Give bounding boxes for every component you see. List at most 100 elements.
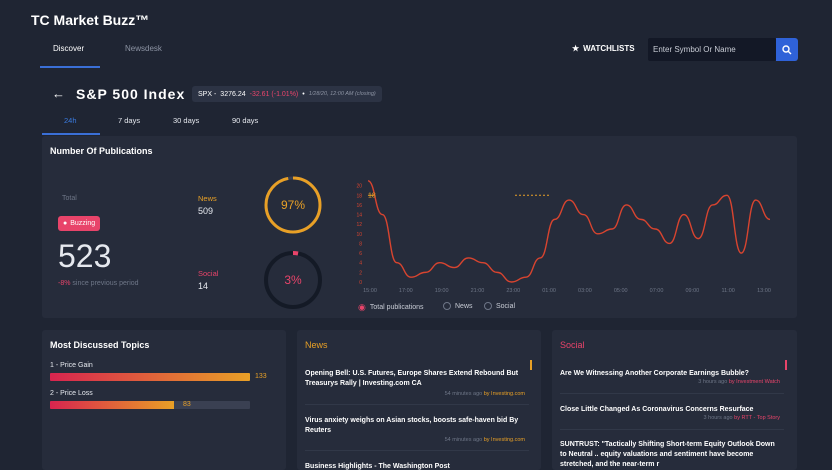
legend-total-icon: ◉ [358, 302, 366, 312]
range-tab-7days[interactable]: 7 days [118, 116, 141, 125]
news-headline-3[interactable]: Business Highlights - The Washington Pos… [305, 463, 450, 470]
x-tick-label: 19:00 [435, 288, 449, 294]
topic-bar-fill-1 [50, 373, 250, 381]
social-source-1[interactable]: by Investment Watch [728, 379, 780, 385]
tab-newsdesk[interactable]: Newsdesk [125, 44, 162, 53]
tab-discover[interactable]: Discover [53, 44, 85, 53]
legend-social[interactable]: Social [484, 302, 515, 310]
social-meta-2: 3 hours ago by RTT - Top Story [560, 415, 780, 421]
publications-title: Number Of Publications [50, 146, 153, 156]
legend-news-label: News [455, 302, 473, 310]
x-tick-label: 07:00 [650, 288, 664, 294]
news-share-label: 97% [280, 198, 306, 212]
search-button[interactable] [776, 38, 798, 61]
range-tab-24h[interactable]: 24h [64, 116, 77, 125]
social-label: Social [198, 269, 219, 278]
x-tick-label: 11:00 [722, 288, 735, 294]
social-age-2: 3 hours ago [703, 415, 733, 421]
legend-total-label: Total publications [369, 304, 424, 311]
social-scrollbar[interactable] [785, 360, 787, 370]
x-tick-label: 09:00 [685, 288, 699, 294]
topic-bar-1[interactable] [50, 373, 250, 381]
search-input[interactable] [648, 38, 776, 61]
topics-title: Most Discussed Topics [50, 340, 150, 350]
y-tick-label: 14 [356, 213, 362, 219]
topic-count-1: 133 [255, 373, 267, 380]
news-share-ring [264, 176, 322, 234]
legend-social-label: Social [496, 302, 516, 310]
range-tab-30days[interactable]: 30 days [173, 116, 200, 125]
flame-icon: ● [63, 220, 68, 227]
total-change-suffix: since previous period [70, 280, 139, 287]
social-meta-1: 3 hours ago by Investment Watch [560, 379, 780, 385]
social-count: 14 [198, 281, 209, 291]
publications-panel [42, 136, 797, 318]
news-panel-title: News [305, 340, 328, 350]
topic-label-2: 2 - Price Loss [50, 390, 93, 397]
watchlists-button[interactable]: ★ WATCHLISTS [572, 44, 635, 53]
x-tick-label: 01:00 [542, 288, 556, 294]
social-source-2[interactable]: by RTT - Top Story [734, 415, 780, 421]
y-tick-label: 2 [359, 270, 362, 276]
news-headline-1[interactable]: Opening Bell: U.S. Futures, Europe Share… [305, 370, 519, 387]
search-icon [782, 44, 792, 54]
social-headline-3[interactable]: SUNTRUST: "Tactically Shifting Short-ter… [560, 441, 775, 468]
news-meta-2: 54 minutes ago by Investing.com [305, 437, 525, 443]
news-ring-arc [264, 176, 322, 234]
news-headline-2[interactable]: Virus anxiety weighs on Asian stocks, bo… [305, 417, 519, 434]
social-headline-1[interactable]: Are We Witnessing Another Corporate Earn… [560, 370, 749, 377]
topics-panel [42, 330, 286, 470]
news-count: 509 [198, 206, 214, 216]
news-source-1[interactable]: by Investing.com [483, 391, 525, 397]
star-icon: ★ [572, 44, 580, 53]
range-tab-90days[interactable]: 90 days [232, 116, 259, 125]
watchlists-label: WATCHLISTS [583, 44, 635, 53]
social-share-ring [264, 251, 322, 309]
x-tick-label: 21:00 [471, 288, 485, 294]
quote-timestamp: 1/28/20, 12:00 AM (closing) [308, 91, 376, 97]
publications-line-chart: 0 2 4 6 8 10 12 14 16 18 20 15:00 17:00 19:00 21:00 23:… [356, 180, 771, 294]
topic-label-1: 1 - Price Gain [50, 362, 93, 369]
social-headline-2[interactable]: Close Little Changed As Coronavirus Conc… [560, 406, 754, 413]
news-source-2[interactable]: by Investing.com [483, 437, 525, 443]
news-scrollbar[interactable] [530, 360, 532, 370]
news-divider [305, 450, 529, 451]
legend-news-icon [443, 302, 451, 310]
x-tick-label: 23:00 [506, 288, 520, 294]
price-quote: SPX - 3276.24 -32.61 (-1.01%) • 1/28/20,… [192, 86, 382, 102]
app-title: TC Market Buzz™ [31, 12, 150, 28]
news-meta-1: 54 minutes ago by Investing.com [305, 391, 525, 397]
y-tick-label: 16 [356, 203, 362, 209]
y-tick-label: 20 [356, 184, 362, 190]
legend-news[interactable]: News [443, 302, 473, 310]
quote-price: 3276.24 [220, 90, 246, 98]
legend-social-icon [484, 302, 492, 310]
news-label: News [198, 194, 217, 203]
x-tick-label: 05:00 [614, 288, 628, 294]
news-panel [297, 330, 541, 470]
topic-bar-fill-2 [50, 401, 174, 409]
x-tick-label: 17:00 [399, 288, 413, 294]
y-tick-label: 6 [359, 251, 362, 257]
legend-total[interactable]: ◉ Total publications [358, 302, 424, 313]
back-arrow-icon[interactable]: ← [52, 86, 65, 101]
active-range-indicator [42, 133, 100, 135]
quote-change: -32.61 (-1.01%) [249, 90, 299, 98]
topic-bar-2[interactable] [50, 401, 250, 409]
total-change: -8% since previous period [58, 280, 139, 287]
social-divider [560, 429, 784, 430]
total-change-value: -8% [58, 280, 71, 287]
quote-bullet: • [302, 90, 305, 98]
news-divider [305, 404, 529, 405]
social-divider [560, 393, 784, 394]
social-age-1: 3 hours ago [698, 379, 728, 385]
news-age-2: 54 minutes ago [444, 437, 483, 443]
y-tick-label: 0 [359, 280, 362, 286]
news-age-1: 54 minutes ago [444, 391, 483, 397]
quote-symbol: SPX - [198, 90, 217, 98]
total-count: 523 [58, 238, 112, 274]
y-tick-label: 12 [356, 222, 362, 228]
social-share-label: 3% [284, 273, 302, 287]
x-tick-label: 13:00 [757, 288, 771, 294]
average-marker-label: 18 [368, 192, 376, 199]
